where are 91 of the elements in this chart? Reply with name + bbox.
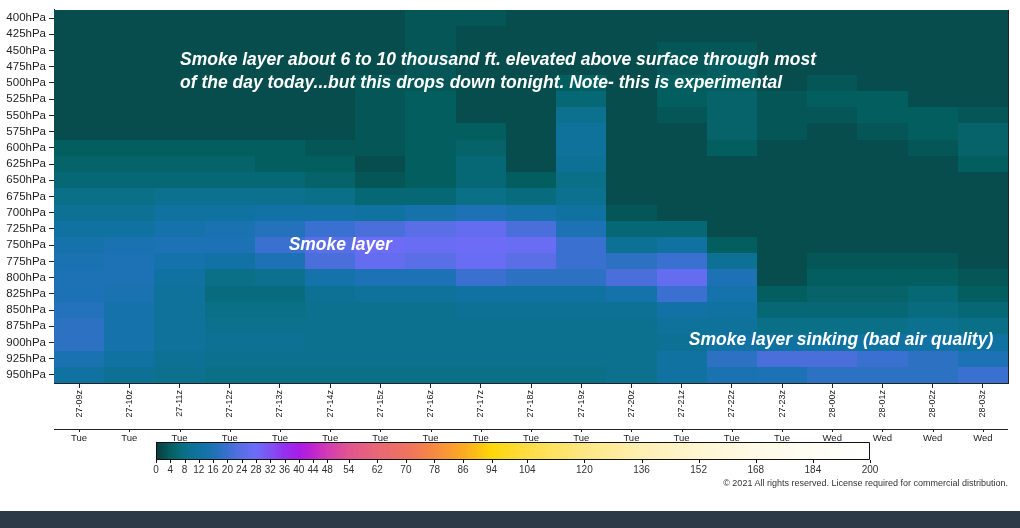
x-tick-label: 27-12z bbox=[224, 389, 235, 418]
y-tick-label: 475hPa bbox=[6, 59, 47, 72]
text: Tue bbox=[774, 431, 791, 443]
y-tick-label: 825hPa bbox=[6, 286, 47, 299]
color-bar-label: 200 bbox=[861, 463, 879, 475]
y-tick-label: 425hPa bbox=[6, 27, 47, 40]
color-bar-label: 32 bbox=[264, 463, 277, 475]
color-bar-label: 48 bbox=[321, 463, 334, 475]
color-bar-label: 184 bbox=[804, 463, 822, 475]
color-bar-label: 152 bbox=[690, 463, 708, 475]
color-bar-label: 94 bbox=[486, 463, 498, 475]
color-bar-label: 136 bbox=[633, 463, 651, 475]
color-bar-label: 24 bbox=[236, 463, 248, 475]
text: Tue bbox=[522, 431, 540, 443]
text: Wed bbox=[872, 431, 893, 443]
color-bar-label: 40 bbox=[293, 463, 305, 475]
text: Wed bbox=[973, 431, 993, 443]
y-tick-label: 700hPa bbox=[6, 205, 47, 218]
color-bar-label: 12 bbox=[193, 463, 205, 475]
text: Tue bbox=[121, 431, 138, 443]
x-tick-label: 27-17z bbox=[475, 389, 486, 418]
text: © 2021 All rights reserved. License required for commercial distribution. bbox=[723, 478, 1008, 489]
color-bar-label: 20 bbox=[221, 463, 234, 475]
text: Tue bbox=[372, 431, 389, 443]
text: Tue bbox=[422, 431, 439, 443]
color-bar-label: 62 bbox=[371, 463, 384, 475]
color-bar-label: 4 bbox=[167, 463, 174, 475]
x-tick-label: 27-11z bbox=[174, 389, 185, 417]
y-tick-label: 925hPa bbox=[6, 351, 47, 364]
x-tick-label: 27-10z bbox=[123, 389, 134, 418]
text: Tue bbox=[322, 431, 339, 443]
x-tick-label: 28-01z bbox=[876, 389, 887, 418]
x-tick-label: 27-21z bbox=[676, 389, 687, 418]
y-tick-label: 600hPa bbox=[6, 140, 47, 153]
text: Tue bbox=[271, 431, 288, 443]
text: Wed bbox=[822, 431, 842, 443]
annotation: Smoke layer about 6 to 10 thousand ft. elevated above surface through most of the day today...but this drops down tonight. Note- this is experimental bbox=[180, 48, 818, 92]
color-bar-label: 36 bbox=[278, 463, 291, 475]
y-tick-label: 650hPa bbox=[6, 173, 47, 186]
x-tick-label: 27-14z bbox=[324, 389, 335, 418]
color-bar-label: 86 bbox=[457, 463, 470, 475]
x-tick-label: 27-23z bbox=[776, 389, 787, 418]
x-tick-label: 28-00z bbox=[826, 389, 837, 418]
y-tick-label: 900hPa bbox=[6, 335, 47, 348]
color-bar-label: 28 bbox=[250, 463, 262, 475]
color-bar-label: 54 bbox=[343, 463, 355, 475]
color-bar-label: 16 bbox=[207, 463, 220, 475]
annotation: Smoke layer sinking (bad air quality) bbox=[688, 328, 994, 349]
color-bar-label: 44 bbox=[307, 463, 320, 475]
text: Wed bbox=[923, 431, 943, 443]
color-bar-label: 8 bbox=[181, 463, 188, 475]
y-tick-label: 725hPa bbox=[6, 222, 47, 235]
y-tick-label: 875hPa bbox=[6, 319, 47, 332]
color-bar-label: 78 bbox=[428, 463, 441, 475]
x-tick-label: 28-03z bbox=[977, 389, 988, 418]
y-tick-label: 850hPa bbox=[6, 303, 47, 316]
color-bar-label: 120 bbox=[576, 463, 594, 475]
x-tick-label: 27-18z bbox=[525, 389, 536, 418]
y-tick-label: 400hPa bbox=[6, 11, 47, 24]
x-tick-label: 27-22z bbox=[726, 389, 737, 418]
color-bar-label: 0 bbox=[153, 463, 160, 475]
text: Tue bbox=[673, 431, 690, 443]
x-tick-label: 27-13z bbox=[274, 389, 285, 418]
x-tick-label: 28-02z bbox=[927, 389, 938, 418]
y-tick-label: 775hPa bbox=[6, 254, 47, 267]
x-tick-label: 27-15z bbox=[374, 389, 385, 418]
text: Tue bbox=[723, 431, 740, 443]
x-tick-label: 27-09z bbox=[73, 389, 84, 418]
y-tick-label: 625hPa bbox=[6, 157, 47, 170]
text: Tue bbox=[623, 431, 640, 443]
y-tick-label: 550hPa bbox=[6, 108, 47, 121]
x-tick-label: 27-16z bbox=[425, 389, 436, 418]
y-tick-label: 450hPa bbox=[6, 43, 47, 56]
text: Tue bbox=[573, 431, 590, 443]
text: Tue bbox=[71, 431, 88, 443]
text: Tue bbox=[472, 431, 489, 443]
color-bar-label: 70 bbox=[400, 463, 412, 475]
x-tick-label: 27-19z bbox=[575, 389, 586, 418]
text: Tue bbox=[171, 431, 188, 443]
y-tick-label: 675hPa bbox=[6, 189, 47, 202]
annotation: Smoke layer bbox=[288, 233, 393, 254]
y-tick-label: 800hPa bbox=[6, 270, 47, 283]
color-bar-label: 168 bbox=[747, 463, 765, 475]
y-tick-label: 500hPa bbox=[6, 76, 47, 89]
y-tick-label: 575hPa bbox=[6, 124, 47, 137]
y-tick-label: 750hPa bbox=[6, 238, 47, 251]
text: Tue bbox=[221, 431, 238, 443]
x-tick-label: 27-20z bbox=[625, 389, 636, 418]
y-tick-label: 525hPa bbox=[6, 92, 47, 105]
color-bar-label: 104 bbox=[518, 463, 537, 475]
y-tick-label: 950hPa bbox=[6, 368, 47, 381]
